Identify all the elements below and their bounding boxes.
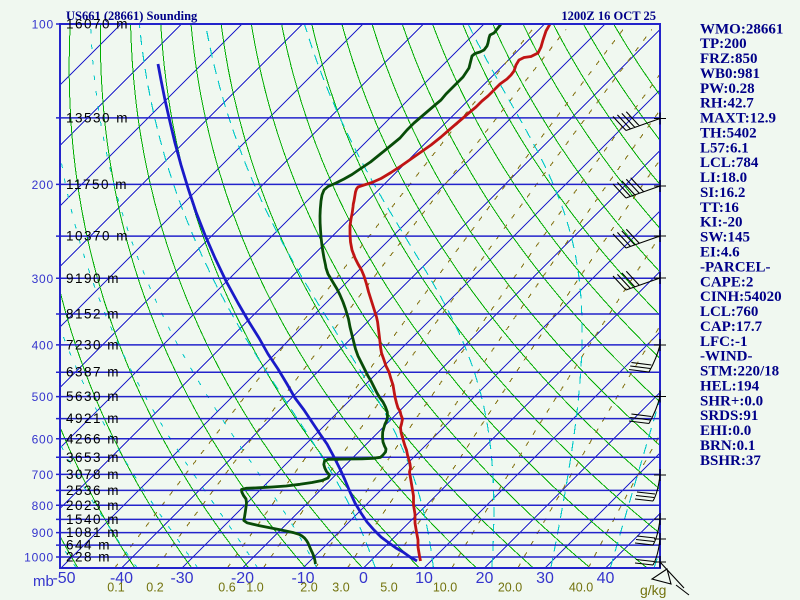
svg-text:644 m: 644 m xyxy=(66,538,111,553)
svg-text:10370 m: 10370 m xyxy=(66,229,129,244)
svg-text:EHI:0.0: EHI:0.0 xyxy=(700,423,751,439)
svg-text:CAP:17.7: CAP:17.7 xyxy=(700,319,763,335)
svg-text:-50: -50 xyxy=(52,570,75,587)
svg-text:BRN:0.1: BRN:0.1 xyxy=(700,438,755,454)
svg-text:LCL:784: LCL:784 xyxy=(700,155,759,171)
svg-text:PW:0.28: PW:0.28 xyxy=(700,81,755,97)
svg-text:BSHR:37: BSHR:37 xyxy=(700,453,761,469)
svg-text:13530 m: 13530 m xyxy=(66,110,129,125)
svg-text:WMO:28661: WMO:28661 xyxy=(700,21,783,37)
svg-text:SRDS:91: SRDS:91 xyxy=(700,408,758,424)
svg-text:10: 10 xyxy=(415,570,433,587)
svg-text:20: 20 xyxy=(476,570,494,587)
svg-text:20.0: 20.0 xyxy=(498,581,522,595)
svg-text:5.0: 5.0 xyxy=(380,581,397,595)
svg-text:800: 800 xyxy=(32,499,54,513)
svg-text:40: 40 xyxy=(597,570,615,587)
svg-text:-40: -40 xyxy=(110,570,133,587)
svg-text:200: 200 xyxy=(32,178,54,192)
svg-text:10.0: 10.0 xyxy=(433,581,457,595)
svg-text:MAXT:12.9: MAXT:12.9 xyxy=(700,111,776,127)
svg-text:9190 m: 9190 m xyxy=(66,271,120,286)
svg-text:US661 (28661) Sounding: US661 (28661) Sounding xyxy=(66,9,198,23)
svg-text:3.0: 3.0 xyxy=(332,581,349,595)
svg-text:RH:42.7: RH:42.7 xyxy=(700,96,754,112)
svg-text:600: 600 xyxy=(32,432,54,446)
svg-text:6387 m: 6387 m xyxy=(66,365,120,380)
svg-text:LI:18.0: LI:18.0 xyxy=(700,170,747,186)
svg-text:TT:16: TT:16 xyxy=(700,200,739,216)
svg-text:3653 m: 3653 m xyxy=(66,450,120,465)
svg-text:1.0: 1.0 xyxy=(246,581,263,595)
svg-text:0.6: 0.6 xyxy=(218,581,235,595)
svg-text:KI:-20: KI:-20 xyxy=(700,215,743,231)
svg-text:g/kg: g/kg xyxy=(640,582,666,598)
svg-text:2023 m: 2023 m xyxy=(66,498,120,513)
svg-text:3078 m: 3078 m xyxy=(66,467,120,482)
svg-text:SW:145: SW:145 xyxy=(700,230,750,246)
svg-text:1081 m: 1081 m xyxy=(66,525,120,540)
svg-text:mb: mb xyxy=(33,573,54,590)
svg-text:2536 m: 2536 m xyxy=(66,483,120,498)
svg-text:TH:5402: TH:5402 xyxy=(700,125,757,141)
svg-text:1540 m: 1540 m xyxy=(66,512,120,527)
svg-text:0.2: 0.2 xyxy=(146,581,163,595)
svg-text:500: 500 xyxy=(32,390,54,404)
svg-text:11750 m: 11750 m xyxy=(66,177,128,192)
svg-text:0: 0 xyxy=(359,570,368,587)
svg-text:SI:16.2: SI:16.2 xyxy=(700,185,745,201)
svg-text:40.0: 40.0 xyxy=(569,581,593,595)
svg-text:5630 m: 5630 m xyxy=(66,389,120,404)
svg-text:228 m: 228 m xyxy=(66,550,111,565)
svg-text:300: 300 xyxy=(32,272,54,286)
svg-text:LFC:-1: LFC:-1 xyxy=(700,334,748,350)
svg-text:-PARCEL-: -PARCEL- xyxy=(700,259,771,275)
svg-text:LCL:760: LCL:760 xyxy=(700,304,758,320)
svg-text:400: 400 xyxy=(32,338,54,352)
svg-text:1200Z 16 OCT 25: 1200Z 16 OCT 25 xyxy=(561,9,656,23)
svg-text:STM:220/18: STM:220/18 xyxy=(700,364,779,380)
svg-text:FRZ:850: FRZ:850 xyxy=(700,51,758,67)
svg-text:700: 700 xyxy=(32,468,54,482)
svg-text:0.1: 0.1 xyxy=(107,581,124,595)
svg-text:4921 m: 4921 m xyxy=(66,411,120,426)
svg-text:CINH:54020: CINH:54020 xyxy=(700,289,782,305)
svg-text:L57:6.1: L57:6.1 xyxy=(700,140,749,156)
svg-text:4266 m: 4266 m xyxy=(66,431,120,446)
svg-text:-20: -20 xyxy=(231,570,254,587)
svg-text:-30: -30 xyxy=(170,570,193,587)
svg-text:HEL:194: HEL:194 xyxy=(700,378,760,394)
svg-text:16070 m: 16070 m xyxy=(66,17,129,32)
svg-text:8152 m: 8152 m xyxy=(66,306,120,321)
svg-text:CAPE:2: CAPE:2 xyxy=(700,274,753,290)
svg-text:-10: -10 xyxy=(291,570,314,587)
svg-text:EI:4.6: EI:4.6 xyxy=(700,245,740,261)
svg-text:1000: 1000 xyxy=(24,551,54,565)
svg-text:7230 m: 7230 m xyxy=(66,337,120,352)
svg-text:100: 100 xyxy=(32,18,54,32)
svg-text:SHR+:0.0: SHR+:0.0 xyxy=(700,393,763,409)
svg-text:30: 30 xyxy=(536,570,554,587)
svg-text:900: 900 xyxy=(32,526,54,540)
svg-text:-WIND-: -WIND- xyxy=(700,349,753,365)
svg-text:2.0: 2.0 xyxy=(300,581,317,595)
svg-text:TP:200: TP:200 xyxy=(700,36,747,52)
svg-text:WB0:981: WB0:981 xyxy=(700,66,760,82)
